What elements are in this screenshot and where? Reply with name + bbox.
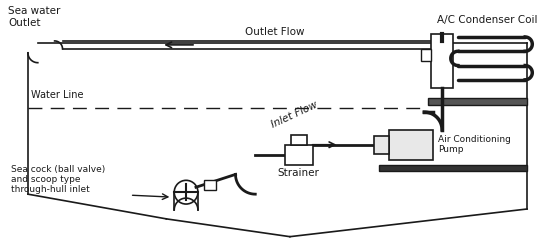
Bar (374, 136, 389, 154)
Text: Outlet Flow: Outlet Flow (245, 27, 305, 37)
Text: Strainer: Strainer (278, 168, 320, 178)
Text: Air Conditioning
Pump: Air Conditioning Pump (438, 135, 511, 155)
Bar (291, 135, 307, 145)
Bar (285, 145, 312, 165)
Bar (389, 130, 433, 160)
Bar (204, 180, 216, 190)
Bar (431, 34, 453, 88)
Text: A/C Condenser Coil: A/C Condenser Coil (437, 15, 538, 25)
Bar (379, 165, 527, 171)
Text: Sea water
Outlet: Sea water Outlet (8, 6, 60, 28)
Text: Water Line: Water Line (31, 90, 83, 100)
Text: Inlet Flow: Inlet Flow (270, 100, 320, 130)
Bar (428, 98, 527, 105)
Bar (421, 49, 431, 61)
Text: Sea cock (ball valve)
and scoop type
through-hull inlet: Sea cock (ball valve) and scoop type thr… (11, 165, 105, 194)
